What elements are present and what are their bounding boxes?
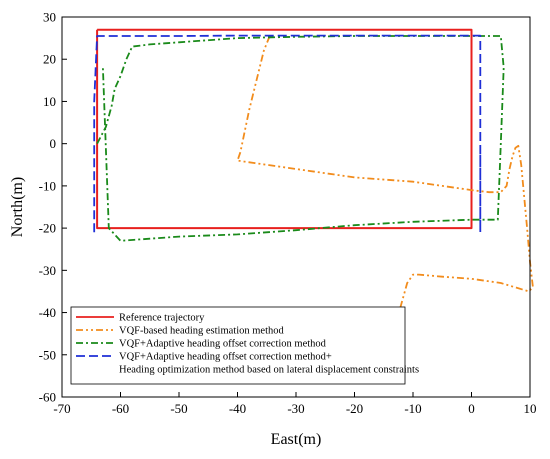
x-tick-label: 10 (524, 401, 537, 416)
series-line-3 (96, 35, 505, 242)
plot-area (93, 28, 534, 364)
y-tick-label: -10 (39, 178, 56, 193)
x-tick-label: 0 (468, 401, 475, 416)
x-tick-label: -20 (346, 401, 363, 416)
legend-entry-4: VQF+Adaptive heading offset correction m… (119, 352, 419, 376)
x-tick-label: -40 (229, 401, 246, 416)
y-tick-label: 10 (43, 94, 56, 109)
legend: Reference trajectory VQF-based heading es… (70, 306, 419, 385)
x-tick-label: -50 (170, 401, 187, 416)
series-line-2 (236, 35, 534, 364)
x-tick-label: -70 (53, 401, 70, 416)
legend-box (70, 306, 406, 385)
y-tick-label: -60 (39, 390, 56, 405)
legend-entry-1: Reference trajectory (119, 313, 205, 324)
y-tick-label: 30 (43, 10, 56, 25)
axis-titles: East(m) North(m) (9, 177, 321, 448)
y-tick-label: -40 (39, 305, 56, 320)
axes: -70 -60 -50 -40 -30 -20 -10 0 10-60-50-40-30-20-… (39, 10, 537, 417)
y-tick-label: -30 (39, 263, 56, 278)
legend-entry-3: VQF+Adaptive heading offset correction m… (119, 339, 327, 350)
y-tick-label: 20 (43, 52, 56, 67)
y-tick-label: 0 (50, 136, 57, 151)
series-line-1 (96, 28, 473, 230)
series-line-4 (93, 34, 482, 234)
x-axis-title: East(m) (271, 431, 322, 448)
y-tick-label: -20 (39, 221, 56, 236)
x-tick-label: -10 (404, 401, 421, 416)
legend-entry-2: VQF-based heading estimation method (119, 326, 285, 337)
x-tick-label: -60 (112, 401, 129, 416)
y-tick-label: -50 (39, 347, 56, 362)
y-axis-title: North(m) (9, 177, 26, 237)
x-tick-label: -30 (287, 401, 304, 416)
